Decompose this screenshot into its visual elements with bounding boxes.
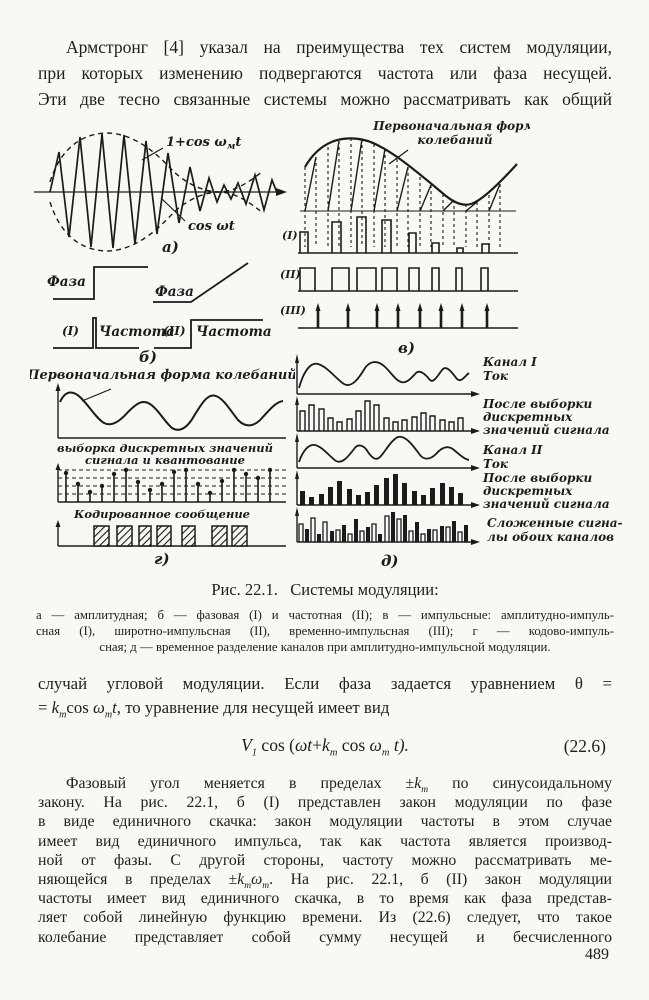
panel-a-caption: а): [162, 238, 179, 255]
row-2-label: (II): [280, 268, 301, 281]
sampled-1-label-b: дискретных: [483, 410, 573, 424]
panel-b-phase-frequency: Фаза Фаза (I) Частота (II) Частота б): [47, 262, 272, 365]
channel-2-current-label: Ток: [483, 457, 509, 471]
figure-caption-line: сная; д — временное разделение каналов п…: [99, 640, 551, 654]
panel-a-amplitude-modulation: 1+cos ωмt cos ωt а): [34, 132, 287, 255]
panel-v-title-1: Первоначальная форма: [372, 119, 530, 133]
figure-22-1: 1+cos ωмt cos ωt а) Первоначальная форма…: [0, 112, 649, 575]
text-line: Армстронг [4] указал на преимущества тех…: [66, 37, 612, 57]
case-2-label: (II): [163, 324, 186, 338]
channel-2-label: Канал II: [482, 443, 543, 457]
equation-formula: V1 cos (ωt+km cos ωm t).: [241, 735, 409, 759]
sampled-pulses-ch1: [299, 400, 464, 431]
body-paragraph-2: случай угловой модуляции. Если фаза зада…: [38, 672, 612, 720]
row-1-label: (I): [282, 229, 298, 242]
panel-v-title-2: колебаний: [417, 133, 492, 147]
text-line: при которых изменению подвергаются часто…: [38, 63, 612, 83]
frequency-label-2: Частота: [196, 324, 272, 340]
panel-v-pulse-modulation: Первоначальная форма колебаний (I) (II) …: [280, 119, 530, 357]
frequency-label-1: Частота: [99, 324, 175, 340]
intro-paragraph: Армстронг [4] указал на преимущества тех…: [38, 34, 612, 112]
body-paragraph-3: Фазовый угол меняется в пределах ±km по …: [38, 774, 612, 947]
ppm-pulses: [315, 303, 490, 328]
text-line: Эти две тесно связанные системы можно ра…: [38, 89, 612, 109]
sampled-2-label-b: дискретных: [483, 484, 573, 498]
figure-caption-line: сная (I), широтно-импульсная (II), време…: [36, 624, 614, 638]
sampled-2-label-c: значений сигнала: [483, 497, 610, 511]
panel-g-title-2a: выборка дискретных значений: [57, 441, 273, 455]
combined-label-a: Сложенные сигна-: [487, 516, 622, 530]
panel-d-time-division: Канал I Ток После выборки дискретных зна…: [295, 354, 622, 570]
phase-label-2: Фаза: [155, 284, 194, 300]
channel-1-current-label: Ток: [483, 369, 509, 383]
combined-pulses: [298, 512, 468, 542]
panel-g-caption: г): [154, 550, 170, 568]
equation-number: (22.6): [563, 736, 606, 756]
panel-g-title-1: Первоначальная форма колебаний: [30, 368, 295, 383]
sampled-2-label-a: После выборки: [482, 471, 593, 485]
text-line: ной от фазы. С другой стороны, частоту м…: [38, 851, 612, 869]
panel-g-title-3: Кодированное сообщение: [73, 507, 250, 521]
figure-caption-line: а — амплитудная; б — фазовая (I) и часто…: [36, 608, 614, 622]
sampled-1-label-c: значений сигнала: [483, 423, 610, 437]
axis-arrow-icon: [55, 520, 61, 527]
phase-label-1: Фаза: [47, 274, 86, 290]
text-line: Фазовый угол меняется в пределах ±km по …: [66, 775, 612, 796]
combined-label-b: лы обоих каналов: [487, 530, 614, 544]
axis-arrow-icon: [276, 188, 287, 196]
axis-arrow-icon: [55, 383, 61, 391]
sampled-pulses-ch2: [300, 474, 463, 505]
text-line: закону. На рис. 22.1, б (I) представлен …: [38, 794, 612, 812]
text-line: няющейся в пределах ±kmωm. На рис. 22.1,…: [38, 871, 613, 892]
text-line: = kmcos ωmt, то уравнение для несущей им…: [38, 698, 390, 721]
text-line: частоты имеет вид единичного скачка, в т…: [38, 890, 612, 908]
text-line: случай угловой модуляции. Если фаза зада…: [38, 674, 612, 693]
sampled-1-label-a: После выборки: [482, 397, 593, 411]
panel-b-caption: б): [139, 348, 157, 365]
text-line: ляет собой линейную функцию времени. Из …: [38, 909, 612, 927]
panel-d-caption: д): [381, 552, 399, 570]
panel-g-title-2b: сигнала и квантование: [85, 453, 245, 467]
sample-stems: [63, 467, 273, 502]
carrier-label: cos ωt: [188, 219, 235, 234]
envelope-label: 1+cos ωмt: [166, 135, 241, 152]
page-number: 489: [585, 946, 609, 963]
figure-caption: Рис. 22.1. Системы модуляции: а — амплит…: [36, 580, 614, 655]
text-line: имеет вид единичного импульса, так как ч…: [38, 832, 612, 850]
panel-g-code-modulation: Первоначальная форма колебаний выборка д…: [30, 368, 295, 568]
figure-caption-title: Рис. 22.1. Системы модуляции:: [211, 580, 439, 599]
panel-v-caption: в): [398, 339, 415, 357]
channel-1-label: Канал I: [482, 355, 537, 369]
axis-arrow-icon: [55, 463, 61, 470]
text-line: колебание представляет собой сумму несущ…: [38, 928, 612, 946]
equation-22-6: V1 cos (ωt+km cos ωm t). (22.6): [38, 735, 612, 763]
coded-pulses: [93, 525, 248, 547]
text-line: в виде единичного скачка: закон модуляци…: [38, 813, 612, 831]
row-3-label: (III): [280, 304, 306, 317]
case-1-label: (I): [62, 324, 79, 338]
